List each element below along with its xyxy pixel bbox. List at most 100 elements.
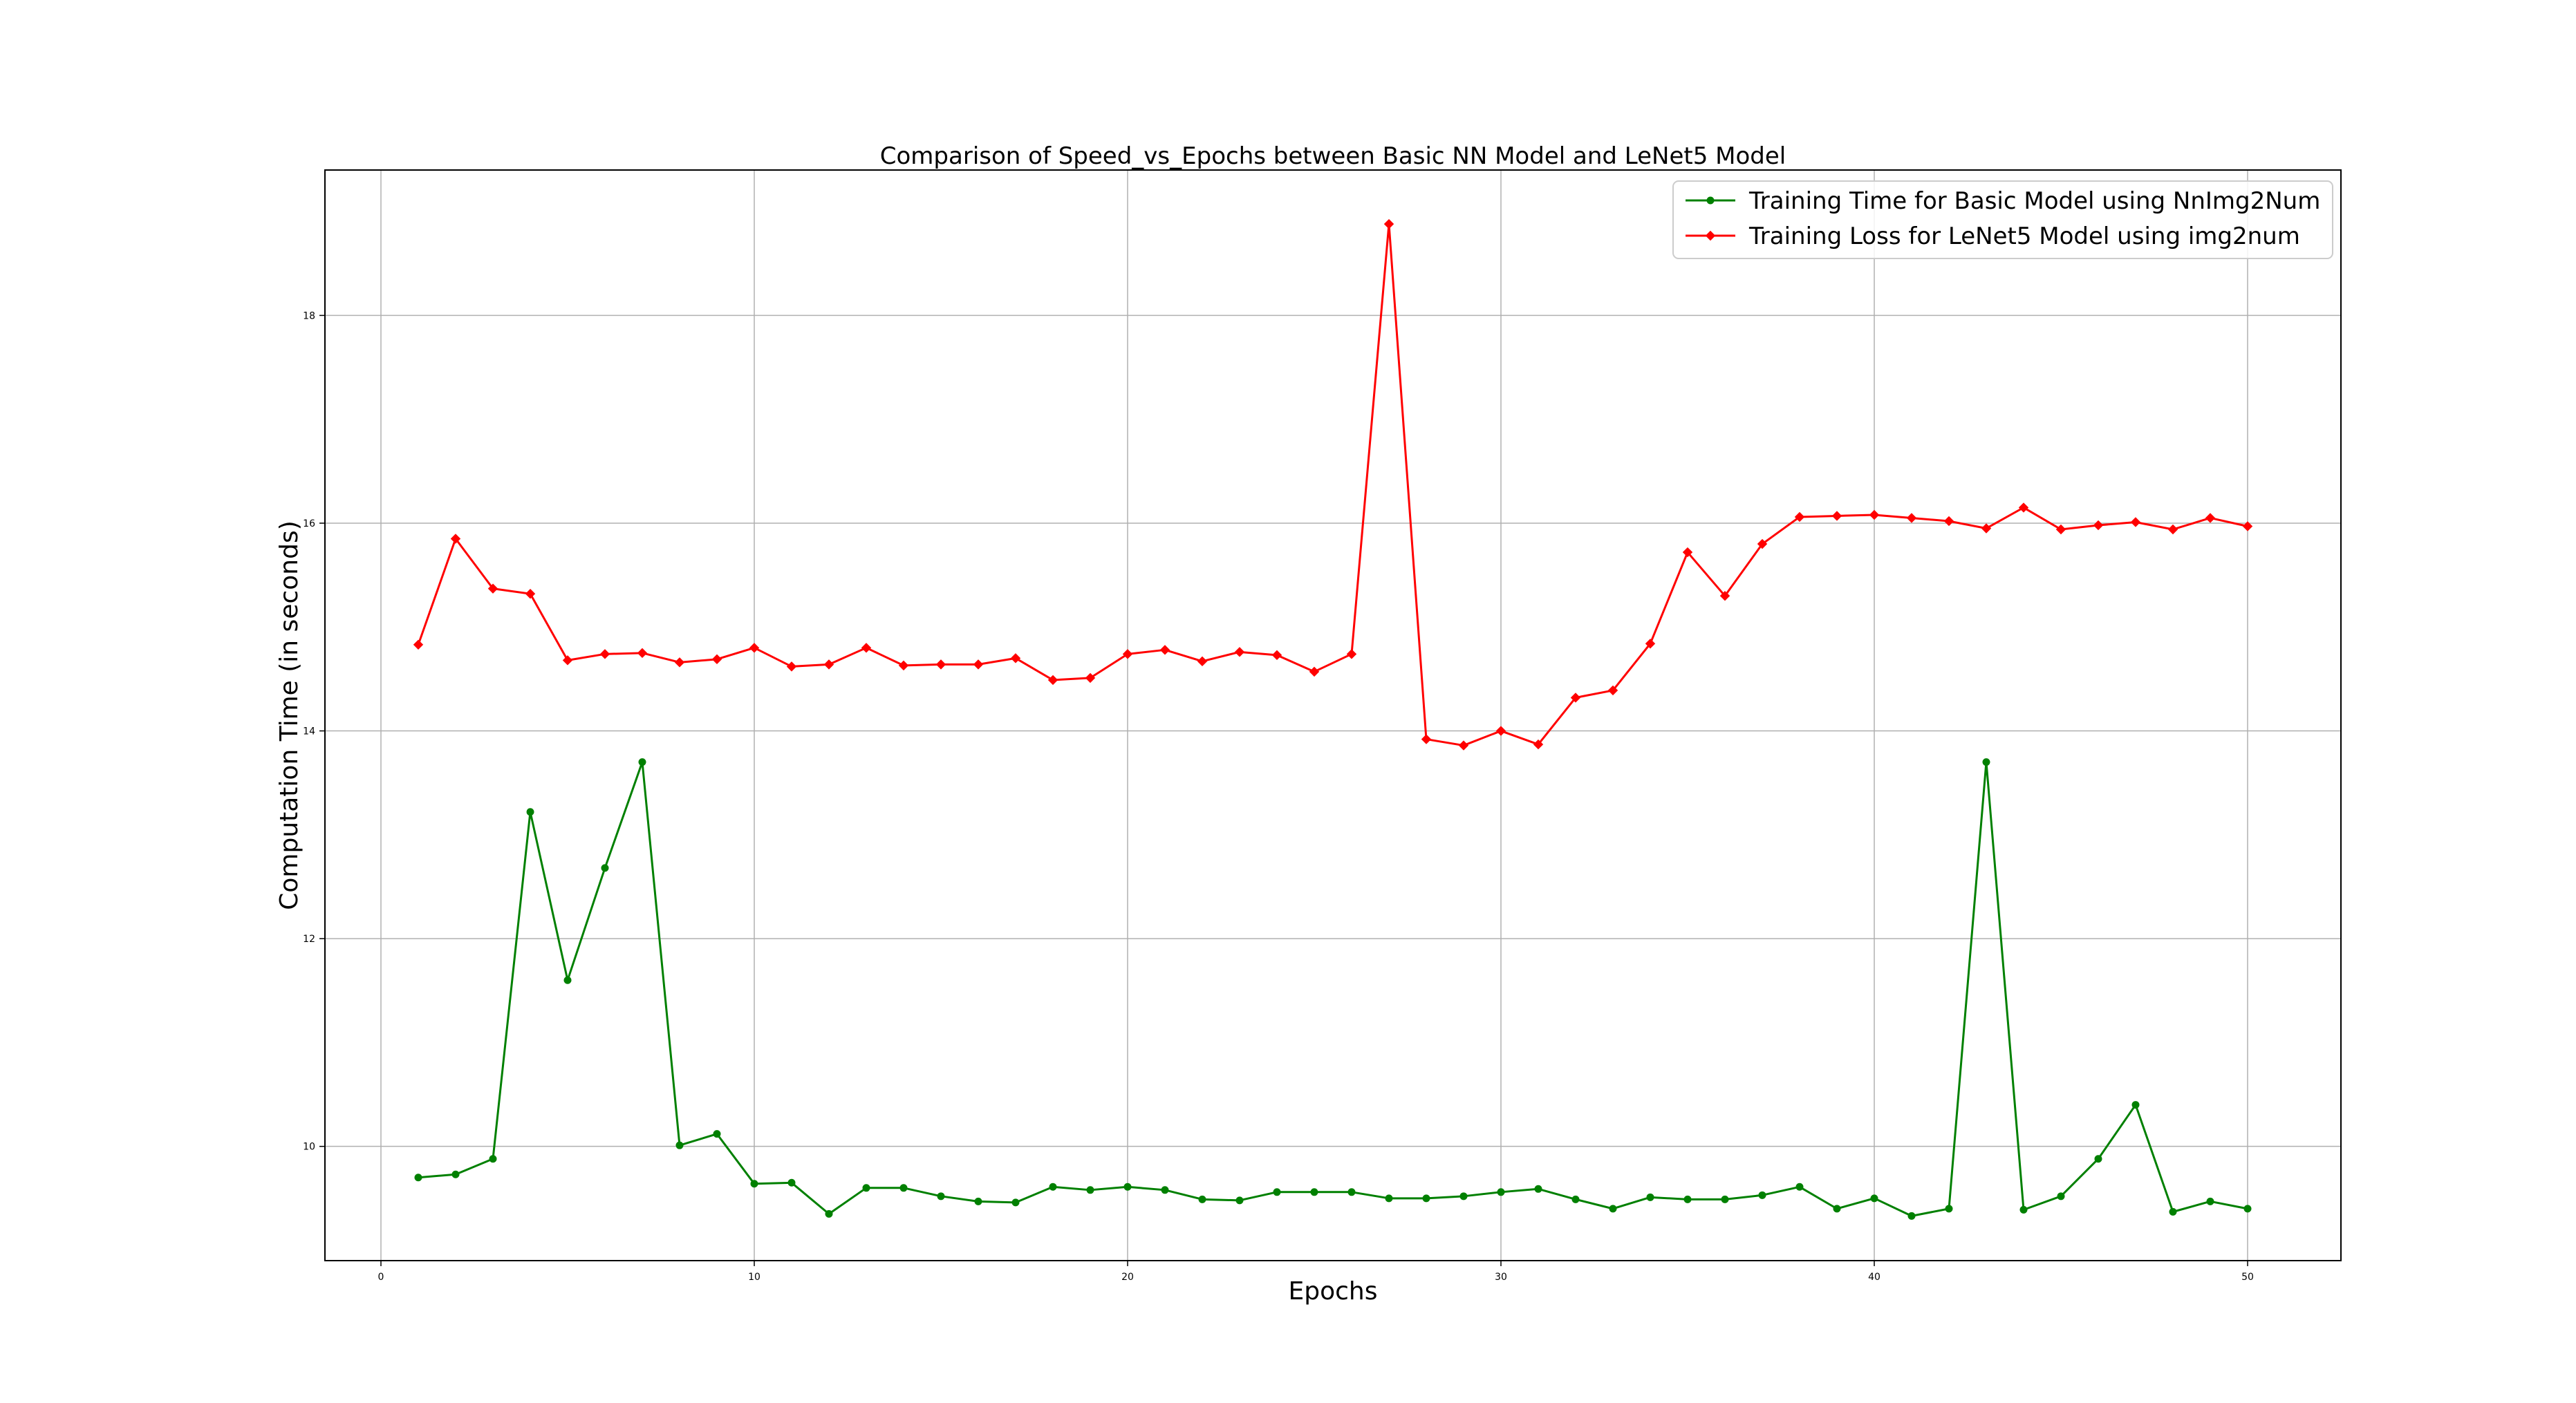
data-point xyxy=(1346,649,1357,659)
chart-title: Comparison of Speed_vs_Epochs between Ba… xyxy=(880,142,1786,170)
data-point xyxy=(1607,685,1618,696)
series-line xyxy=(418,761,2248,1217)
y-tick-label: 12 xyxy=(303,934,315,945)
data-point xyxy=(786,661,797,672)
legend-label: Training Time for Basic Model using NnIm… xyxy=(1748,187,2320,215)
data-point xyxy=(749,643,760,653)
series-layer xyxy=(413,218,2253,1220)
data-point xyxy=(1758,1191,1766,1199)
data-point xyxy=(2205,513,2216,523)
data-point xyxy=(1982,758,1990,766)
data-point xyxy=(937,1192,945,1200)
data-point xyxy=(2206,1197,2214,1205)
data-point xyxy=(2242,521,2253,531)
data-point xyxy=(1197,656,1208,667)
data-point xyxy=(1907,1212,1916,1220)
data-point xyxy=(1422,1194,1430,1203)
data-point xyxy=(1309,666,1320,677)
data-point xyxy=(1011,1198,1020,1207)
data-point xyxy=(1646,1193,1654,1201)
data-point xyxy=(1235,1196,1244,1205)
data-point xyxy=(487,583,498,594)
data-point xyxy=(1383,218,1394,229)
legend: Training Time for Basic Model using NnIm… xyxy=(1672,180,2333,259)
x-tick-label: 0 xyxy=(378,1272,384,1283)
data-point xyxy=(1049,1183,1057,1191)
data-point xyxy=(1310,1188,1318,1196)
data-point xyxy=(899,1184,908,1192)
data-point xyxy=(1869,509,1880,520)
data-point xyxy=(1271,650,1282,661)
data-point xyxy=(1721,1195,1729,1203)
data-point xyxy=(1085,672,1096,684)
data-point xyxy=(526,808,534,816)
data-point xyxy=(2130,517,2141,527)
legend-label: Training Loss for LeNet5 Model using img… xyxy=(1748,223,2300,250)
data-point xyxy=(1273,1188,1281,1196)
data-point xyxy=(2057,1192,2065,1200)
data-point xyxy=(450,534,461,544)
data-point xyxy=(974,1197,982,1205)
data-point xyxy=(2243,1205,2252,1213)
data-point xyxy=(935,659,946,670)
legend-entry: Training Time for Basic Model using NnIm… xyxy=(1686,187,2320,215)
data-point xyxy=(787,1178,796,1187)
data-point xyxy=(1683,1195,1692,1203)
data-point xyxy=(525,588,536,599)
data-point xyxy=(2055,524,2066,535)
series-line xyxy=(417,223,2248,747)
y-tick-label: 10 xyxy=(303,1142,315,1153)
x-tick-label: 20 xyxy=(1121,1272,1134,1283)
x-axis-title: Epochs xyxy=(1289,1277,1378,1306)
data-point xyxy=(674,657,685,668)
y-tick-label: 18 xyxy=(303,310,315,321)
data-point xyxy=(1795,1183,1804,1191)
data-point xyxy=(1047,675,1058,686)
data-point xyxy=(1571,1195,1580,1203)
data-point xyxy=(1497,1188,1505,1196)
data-point xyxy=(973,659,984,670)
data-point xyxy=(1757,538,1768,549)
y-axis-title: Computation Time (in seconds) xyxy=(275,520,304,910)
data-point xyxy=(1086,1186,1094,1194)
data-point xyxy=(1945,1205,1953,1213)
data-point xyxy=(1123,1183,1132,1191)
data-point xyxy=(2019,1205,2028,1214)
data-point xyxy=(638,758,646,766)
data-point xyxy=(1645,639,1656,649)
data-point xyxy=(414,1174,422,1182)
y-tick-label: 16 xyxy=(303,518,315,529)
data-point xyxy=(750,1180,758,1188)
data-point xyxy=(1459,1192,1468,1200)
data-point xyxy=(1198,1195,1206,1203)
data-point xyxy=(1794,511,1805,522)
data-point xyxy=(563,976,572,984)
data-point xyxy=(713,1130,721,1138)
data-point xyxy=(1906,513,1917,523)
data-point xyxy=(1719,590,1730,601)
legend-marker xyxy=(1706,196,1715,205)
data-point xyxy=(1347,1188,1356,1196)
data-point xyxy=(1234,647,1245,657)
data-point xyxy=(562,655,573,666)
x-tick-label: 40 xyxy=(1868,1272,1880,1283)
data-point xyxy=(861,643,872,653)
data-point xyxy=(2094,1155,2102,1163)
grid xyxy=(325,170,2341,1261)
data-point xyxy=(637,648,648,659)
data-point xyxy=(1870,1194,1878,1203)
data-point xyxy=(1421,734,1432,744)
data-point xyxy=(1122,649,1133,659)
legend-box xyxy=(1672,180,2333,259)
x-tick-label: 50 xyxy=(2241,1272,2254,1283)
axis-ticks: 0 10 20 30 40 50 10 12 14 16 18 xyxy=(303,310,2254,1283)
data-point xyxy=(1533,739,1544,750)
x-tick-label: 30 xyxy=(1495,1272,1507,1283)
y-tick-label: 14 xyxy=(303,726,315,737)
data-point xyxy=(1534,1185,1542,1193)
data-point xyxy=(862,1184,870,1192)
data-point xyxy=(1981,523,1992,534)
data-point xyxy=(823,659,834,670)
data-point xyxy=(1495,726,1506,736)
